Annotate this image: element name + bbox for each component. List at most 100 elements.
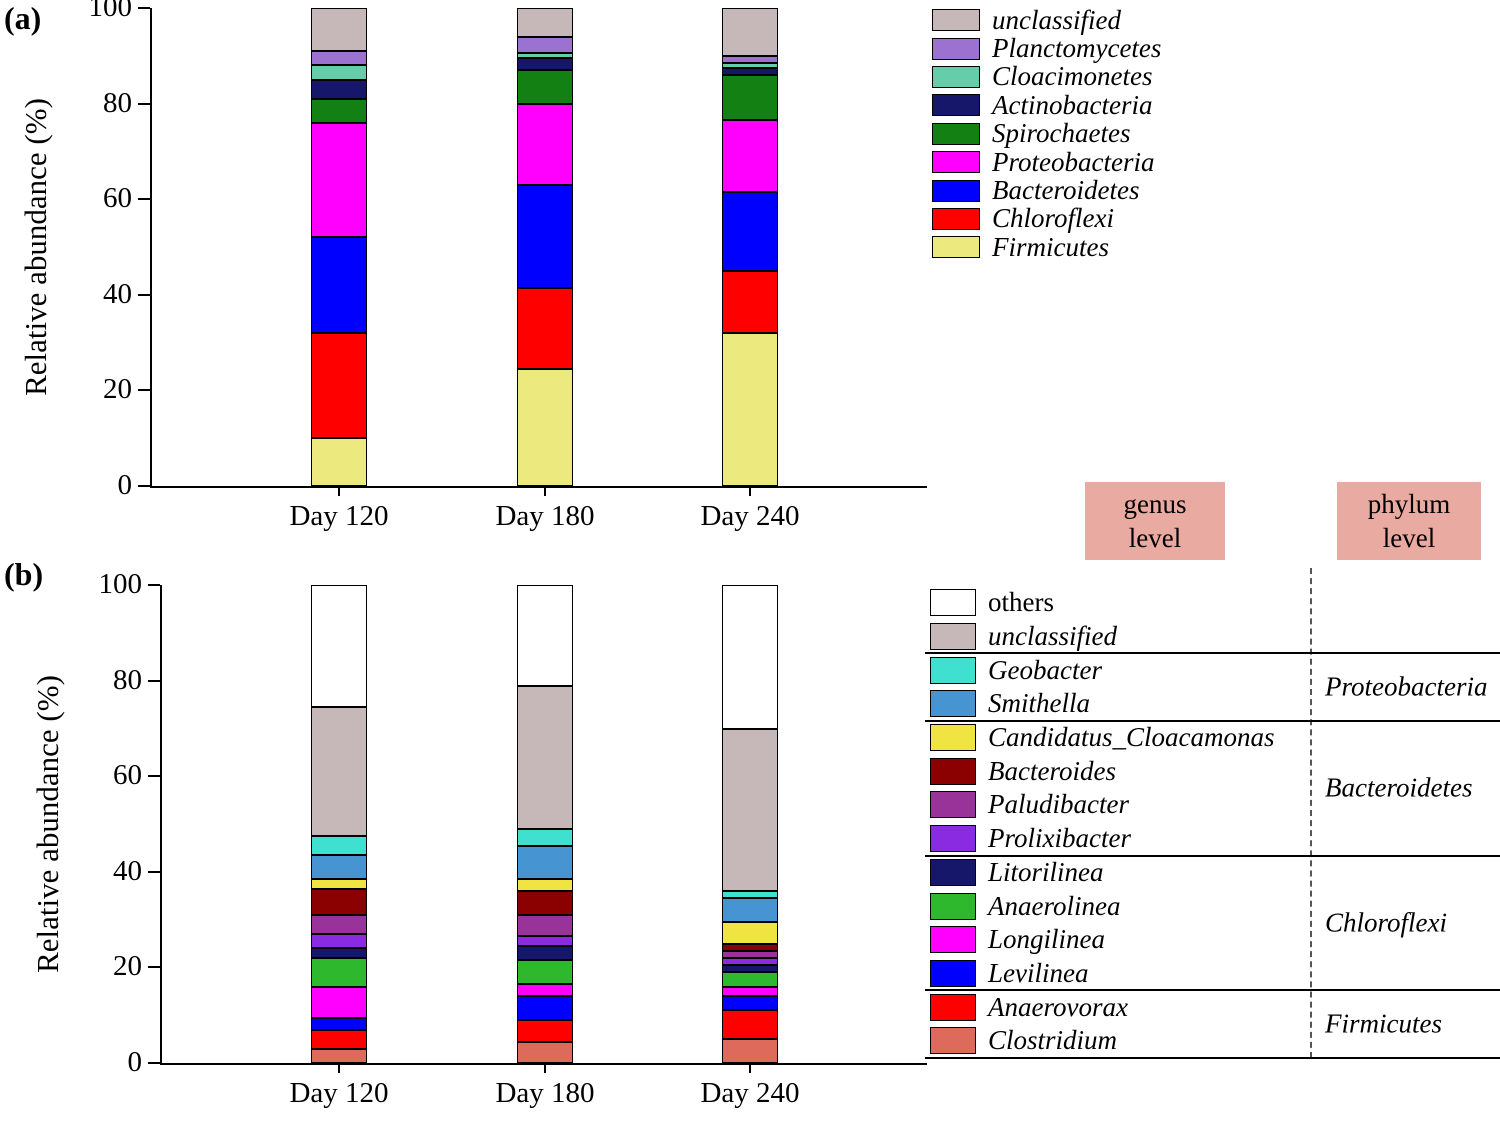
segment-actinobacteria bbox=[722, 67, 778, 75]
legend-group-separator bbox=[925, 989, 1500, 992]
segment-chloroflexi bbox=[517, 287, 573, 369]
phylum-level-line1: phylum bbox=[1367, 489, 1451, 519]
legend-swatch-proteobacteria bbox=[932, 151, 980, 174]
x-tick-label-day-120: Day 120 bbox=[289, 1077, 389, 1109]
y-tick bbox=[148, 966, 160, 969]
phylum-level-box: phylum level bbox=[1337, 482, 1481, 560]
x-tick bbox=[749, 486, 751, 496]
y-tick bbox=[138, 485, 150, 487]
segment-geobacter bbox=[517, 828, 573, 846]
genus-level-line2: level bbox=[1128, 523, 1182, 553]
segment-anaerovorax bbox=[311, 1029, 367, 1049]
segment-bacteroidetes bbox=[517, 184, 573, 288]
segment-spirochaetes bbox=[311, 98, 367, 123]
panel-a-legend: unclassified Planctomycetes Cloacimonetes A… bbox=[932, 5, 1161, 262]
legend-item-spirochaetes: Spirochaetes bbox=[932, 118, 1161, 148]
legend-group-separator bbox=[925, 652, 1500, 655]
segment-bacteroides bbox=[517, 891, 573, 915]
segment-unclassified bbox=[517, 685, 573, 829]
y-tick bbox=[148, 679, 160, 682]
y-tick-label: 100 bbox=[98, 568, 143, 600]
legend-item-litorilinea: Litorilinea bbox=[930, 856, 1275, 890]
y-tick-label: 100 bbox=[88, 0, 133, 23]
legend-item-bacteroidetes: Bacteroidetes bbox=[932, 175, 1161, 205]
segment-bacteroidetes bbox=[722, 192, 778, 271]
legend-swatch-anaerovorax bbox=[930, 993, 976, 1021]
y-tick-label: 80 bbox=[103, 86, 132, 119]
legend-swatch-unclassified bbox=[930, 623, 976, 651]
legend-item-anaerolinea: Anaerolinea bbox=[930, 889, 1275, 923]
legend-swatch-anaerolinea bbox=[930, 892, 976, 920]
legend-label-longilinea: Longilinea bbox=[988, 924, 1106, 955]
bar-day-240 bbox=[722, 8, 778, 486]
y-tick-label: 60 bbox=[103, 182, 132, 215]
bar-day-120 bbox=[311, 8, 367, 486]
y-tick bbox=[148, 584, 160, 586]
segment-clostridium bbox=[517, 1041, 573, 1063]
y-tick-label: 40 bbox=[103, 277, 132, 310]
segment-bacteroides bbox=[311, 888, 367, 915]
legend-item-paludibacter: Paludibacter bbox=[930, 788, 1275, 822]
x-tick-label-day-240: Day 240 bbox=[700, 500, 800, 532]
legend-label-anaerolinea: Anaerolinea bbox=[988, 890, 1121, 921]
legend-group-separator bbox=[925, 719, 1500, 722]
legend-swatch-candidatus-cloacamonas bbox=[930, 724, 976, 752]
segment-geobacter bbox=[311, 836, 367, 856]
x-tick bbox=[544, 1063, 546, 1073]
x-tick-label-day-240: Day 240 bbox=[700, 1077, 800, 1109]
segment-longilinea bbox=[722, 986, 778, 997]
panel-b-legend: others unclassified Geobacter Smithella Cand… bbox=[930, 586, 1275, 1058]
legend-item-actinobacteria: Actinobacteria bbox=[932, 90, 1161, 120]
legend-item-smithella: Smithella bbox=[930, 687, 1275, 721]
legend-label-clostridium: Clostridium bbox=[988, 1025, 1118, 1056]
segment-cloacimonetes bbox=[517, 53, 573, 59]
legend-item-bacteroides: Bacteroides bbox=[930, 754, 1275, 788]
legend-group-separator bbox=[925, 854, 1500, 857]
segment-anaerolinea bbox=[311, 957, 367, 987]
segment-prolixibacter bbox=[311, 934, 367, 949]
legend-item-clostridium: Clostridium bbox=[930, 1024, 1275, 1058]
segment-clostridium bbox=[722, 1039, 778, 1063]
panel-b-plot-area: 0 20 40 60 80 100 Day 120 Day 180 Day 240 bbox=[99, 568, 927, 1109]
legend-label-others: others bbox=[988, 587, 1054, 618]
segment-smithella bbox=[311, 855, 367, 880]
genus-level-line1: genus bbox=[1123, 489, 1187, 519]
phylum-level-line2: level bbox=[1382, 523, 1436, 553]
panel-a-plot-area: 0 20 40 60 80 100 Day 120 Day 180 Day 240 bbox=[89, 0, 927, 532]
segment-spirochaetes bbox=[722, 74, 778, 121]
legend-swatch-paludibacter bbox=[930, 791, 976, 819]
legend-swatch-cloacimonetes bbox=[932, 65, 980, 88]
legend-label-chloroflexi: Chloroflexi bbox=[992, 203, 1114, 234]
legend-swatch-actinobacteria bbox=[932, 94, 980, 117]
legend-swatch-prolixibacter bbox=[930, 825, 976, 853]
legend-label-unclassified: unclassified bbox=[988, 621, 1117, 652]
x-tick bbox=[338, 486, 340, 496]
x-tick bbox=[544, 486, 546, 496]
x-tick-label-day-120: Day 120 bbox=[289, 500, 389, 532]
genus-level-box: genus level bbox=[1085, 482, 1225, 560]
segment-proteobacteria bbox=[517, 103, 573, 185]
segment-longilinea bbox=[311, 986, 367, 1018]
segment-litorilinea bbox=[517, 945, 573, 961]
segment-paludibacter bbox=[311, 914, 367, 935]
x-tick bbox=[749, 1063, 751, 1073]
segment-firmicutes bbox=[311, 438, 367, 486]
segment-levilinea bbox=[517, 996, 573, 1020]
segment-prolixibacter bbox=[722, 957, 778, 966]
phylum-group-label-chloroflexi: Chloroflexi bbox=[1325, 907, 1447, 938]
legend-label-levilinea: Levilinea bbox=[988, 957, 1089, 988]
legend-item-others: others bbox=[930, 586, 1275, 620]
phylum-group-dashed-divider bbox=[1310, 568, 1312, 1058]
legend-group-separator bbox=[925, 1056, 1500, 1059]
legend-label-litorilinea: Litorilinea bbox=[988, 856, 1104, 887]
segment-firmicutes bbox=[722, 333, 778, 486]
y-tick-label: 60 bbox=[113, 759, 142, 792]
segment-unclassified bbox=[311, 707, 367, 837]
segment-proteobacteria bbox=[311, 122, 367, 238]
y-tick-label: 20 bbox=[103, 373, 132, 406]
segment-litorilinea bbox=[722, 965, 778, 973]
legend-item-chloroflexi: Chloroflexi bbox=[932, 203, 1161, 234]
legend-item-geobacter: Geobacter bbox=[930, 653, 1275, 687]
segment-bacteroidetes bbox=[311, 237, 367, 334]
